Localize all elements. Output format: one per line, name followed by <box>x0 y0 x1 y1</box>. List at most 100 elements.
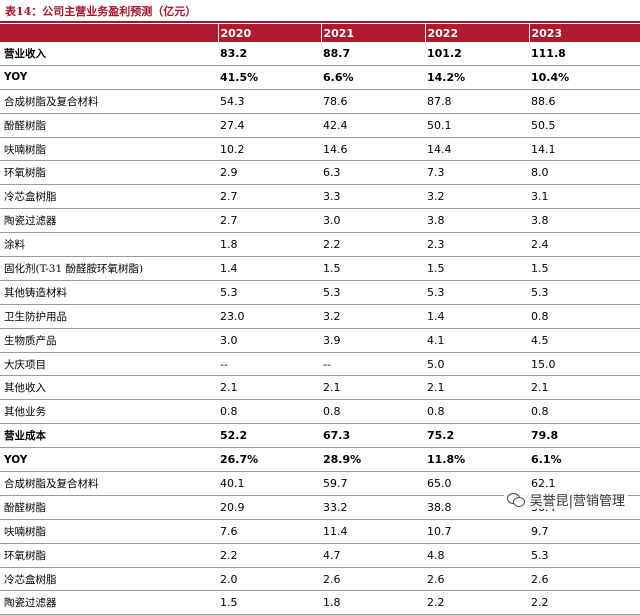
value-cell: 6.3 <box>321 160 425 186</box>
value-cell: 23.0 <box>218 304 321 329</box>
table-row: 卫生防护用品 23.0 3.2 1.4 0.8 <box>0 304 640 329</box>
table-row: 合成树脂及复合材料 40.1 59.7 65.0 62.1 <box>0 471 640 496</box>
value-cell: 10.2 <box>218 137 321 162</box>
row-label: 呋喃树脂 <box>0 137 218 162</box>
row-label: 冷芯盒树脂 <box>0 184 218 210</box>
value-cell: 6.1% <box>529 447 640 473</box>
value-cell: 10.7 <box>425 519 529 544</box>
value-cell: 4.1 <box>425 328 529 353</box>
value-cell: 2.6 <box>321 567 425 592</box>
value-cell: 5.3 <box>321 280 425 305</box>
value-cell: 111.8 <box>529 42 640 66</box>
wechat-icon <box>506 492 525 507</box>
table-row: 酚醛树脂 27.4 42.4 50.1 50.5 <box>0 113 640 138</box>
value-cell: 1.5 <box>529 256 640 281</box>
table-row: 大庆项目 -- -- 5.0 15.0 <box>0 352 640 377</box>
value-cell: 0.8 <box>321 399 425 425</box>
value-cell: 2.1 <box>321 375 425 401</box>
value-cell: 2.1 <box>529 375 640 401</box>
value-cell: 11.8% <box>425 447 529 473</box>
row-label: 卫生防护用品 <box>0 304 218 329</box>
header-cell <box>0 24 219 42</box>
table-row: 呋喃树脂 7.6 11.4 10.7 9.7 <box>0 519 640 544</box>
value-cell: 9.7 <box>529 519 640 544</box>
row-label: 酚醛树脂 <box>0 113 218 138</box>
table-row: YOY 26.7% 28.9% 11.8% 6.1% <box>0 447 640 473</box>
row-label: 其他业务 <box>0 399 218 425</box>
value-cell: 14.6 <box>321 137 425 162</box>
value-cell: 5.3 <box>218 280 321 305</box>
value-cell: 0.8 <box>529 399 640 425</box>
value-cell: 3.8 <box>425 208 529 234</box>
value-cell: 1.5 <box>218 590 321 615</box>
value-cell: 0.8 <box>425 399 529 425</box>
value-cell: 42.4 <box>321 113 425 138</box>
row-label: 酚醛树脂 <box>0 495 218 520</box>
value-cell: 88.6 <box>529 89 640 114</box>
table-header: 2020 2021 2022 2023 <box>0 24 640 42</box>
value-cell: 3.9 <box>321 328 425 353</box>
value-cell: 2.7 <box>218 184 321 210</box>
table-row: 营业收入 83.2 88.7 101.2 111.8 <box>0 42 640 66</box>
value-cell: 7.3 <box>425 160 529 186</box>
value-cell: 2.3 <box>425 232 529 258</box>
row-label: 陶瓷过滤器 <box>0 208 218 234</box>
table-row: 合成树脂及复合材料 54.3 78.6 87.8 88.6 <box>0 89 640 114</box>
table-row: 陶瓷过滤器 1.5 1.8 2.2 2.2 <box>0 590 640 615</box>
value-cell: 2.7 <box>218 208 321 234</box>
watermark: 吴誉昆|营销管理 <box>503 490 628 509</box>
value-cell: 3.0 <box>321 208 425 234</box>
table-row: 营业成本 52.2 67.3 75.2 79.8 <box>0 423 640 449</box>
value-cell: 40.1 <box>218 471 321 496</box>
value-cell: 4.5 <box>529 328 640 353</box>
value-cell: 2.4 <box>529 232 640 258</box>
value-cell: 28.9% <box>321 447 425 473</box>
value-cell: 78.6 <box>321 89 425 114</box>
value-cell: 52.2 <box>218 423 321 449</box>
value-cell: 1.8 <box>321 590 425 615</box>
row-label: 环氧树脂 <box>0 160 218 186</box>
row-label: 生物质产品 <box>0 328 218 353</box>
value-cell: 33.2 <box>321 495 425 520</box>
value-cell: -- <box>321 352 425 377</box>
row-label: 其他铸造材料 <box>0 280 218 305</box>
header-cell: 2020 <box>218 24 322 42</box>
table-row: 冷芯盒树脂 2.0 2.6 2.6 2.6 <box>0 567 640 592</box>
row-label: 其他收入 <box>0 375 218 401</box>
value-cell: 5.0 <box>425 352 529 377</box>
table-row: YOY 41.5% 6.6% 14.2% 10.4% <box>0 65 640 90</box>
value-cell: 1.5 <box>321 256 425 281</box>
table-row: 冷芯盒树脂 2.7 3.3 3.2 3.1 <box>0 184 640 210</box>
value-cell: 4.7 <box>321 543 425 568</box>
table-row: 其他铸造材料 5.3 5.3 5.3 5.3 <box>0 280 640 305</box>
value-cell: 1.4 <box>218 256 321 281</box>
value-cell: 2.6 <box>425 567 529 592</box>
row-label: 陶瓷过滤器 <box>0 590 218 615</box>
header-cell: 2022 <box>425 24 530 42</box>
value-cell: 2.2 <box>321 232 425 258</box>
value-cell: 4.8 <box>425 543 529 568</box>
header-cell: 2023 <box>529 24 640 42</box>
value-cell: 75.2 <box>425 423 529 449</box>
value-cell: 20.9 <box>218 495 321 520</box>
value-cell: 14.2% <box>425 65 529 90</box>
value-cell: 3.3 <box>321 184 425 210</box>
value-cell: 50.5 <box>529 113 640 138</box>
table-row: 其他收入 2.1 2.1 2.1 2.1 <box>0 375 640 401</box>
value-cell: 3.8 <box>529 208 640 234</box>
value-cell: 26.7% <box>218 447 321 473</box>
watermark-text: 吴誉昆|营销管理 <box>529 494 625 509</box>
value-cell: 2.6 <box>529 567 640 592</box>
value-cell: 1.5 <box>425 256 529 281</box>
value-cell: 10.4% <box>529 65 640 90</box>
value-cell: 83.2 <box>218 42 321 66</box>
value-cell: 5.3 <box>529 543 640 568</box>
table-row: 其他业务 0.8 0.8 0.8 0.8 <box>0 399 640 425</box>
row-label: 大庆项目 <box>0 352 218 377</box>
value-cell: 54.3 <box>218 89 321 114</box>
profit-forecast-table: 2020 2021 2022 2023 营业收入 83.2 88.7 101.2 111… <box>0 24 640 615</box>
value-cell: 27.4 <box>218 113 321 138</box>
value-cell: 1.4 <box>425 304 529 329</box>
row-label: YOY <box>0 65 218 90</box>
value-cell: 2.0 <box>218 567 321 592</box>
